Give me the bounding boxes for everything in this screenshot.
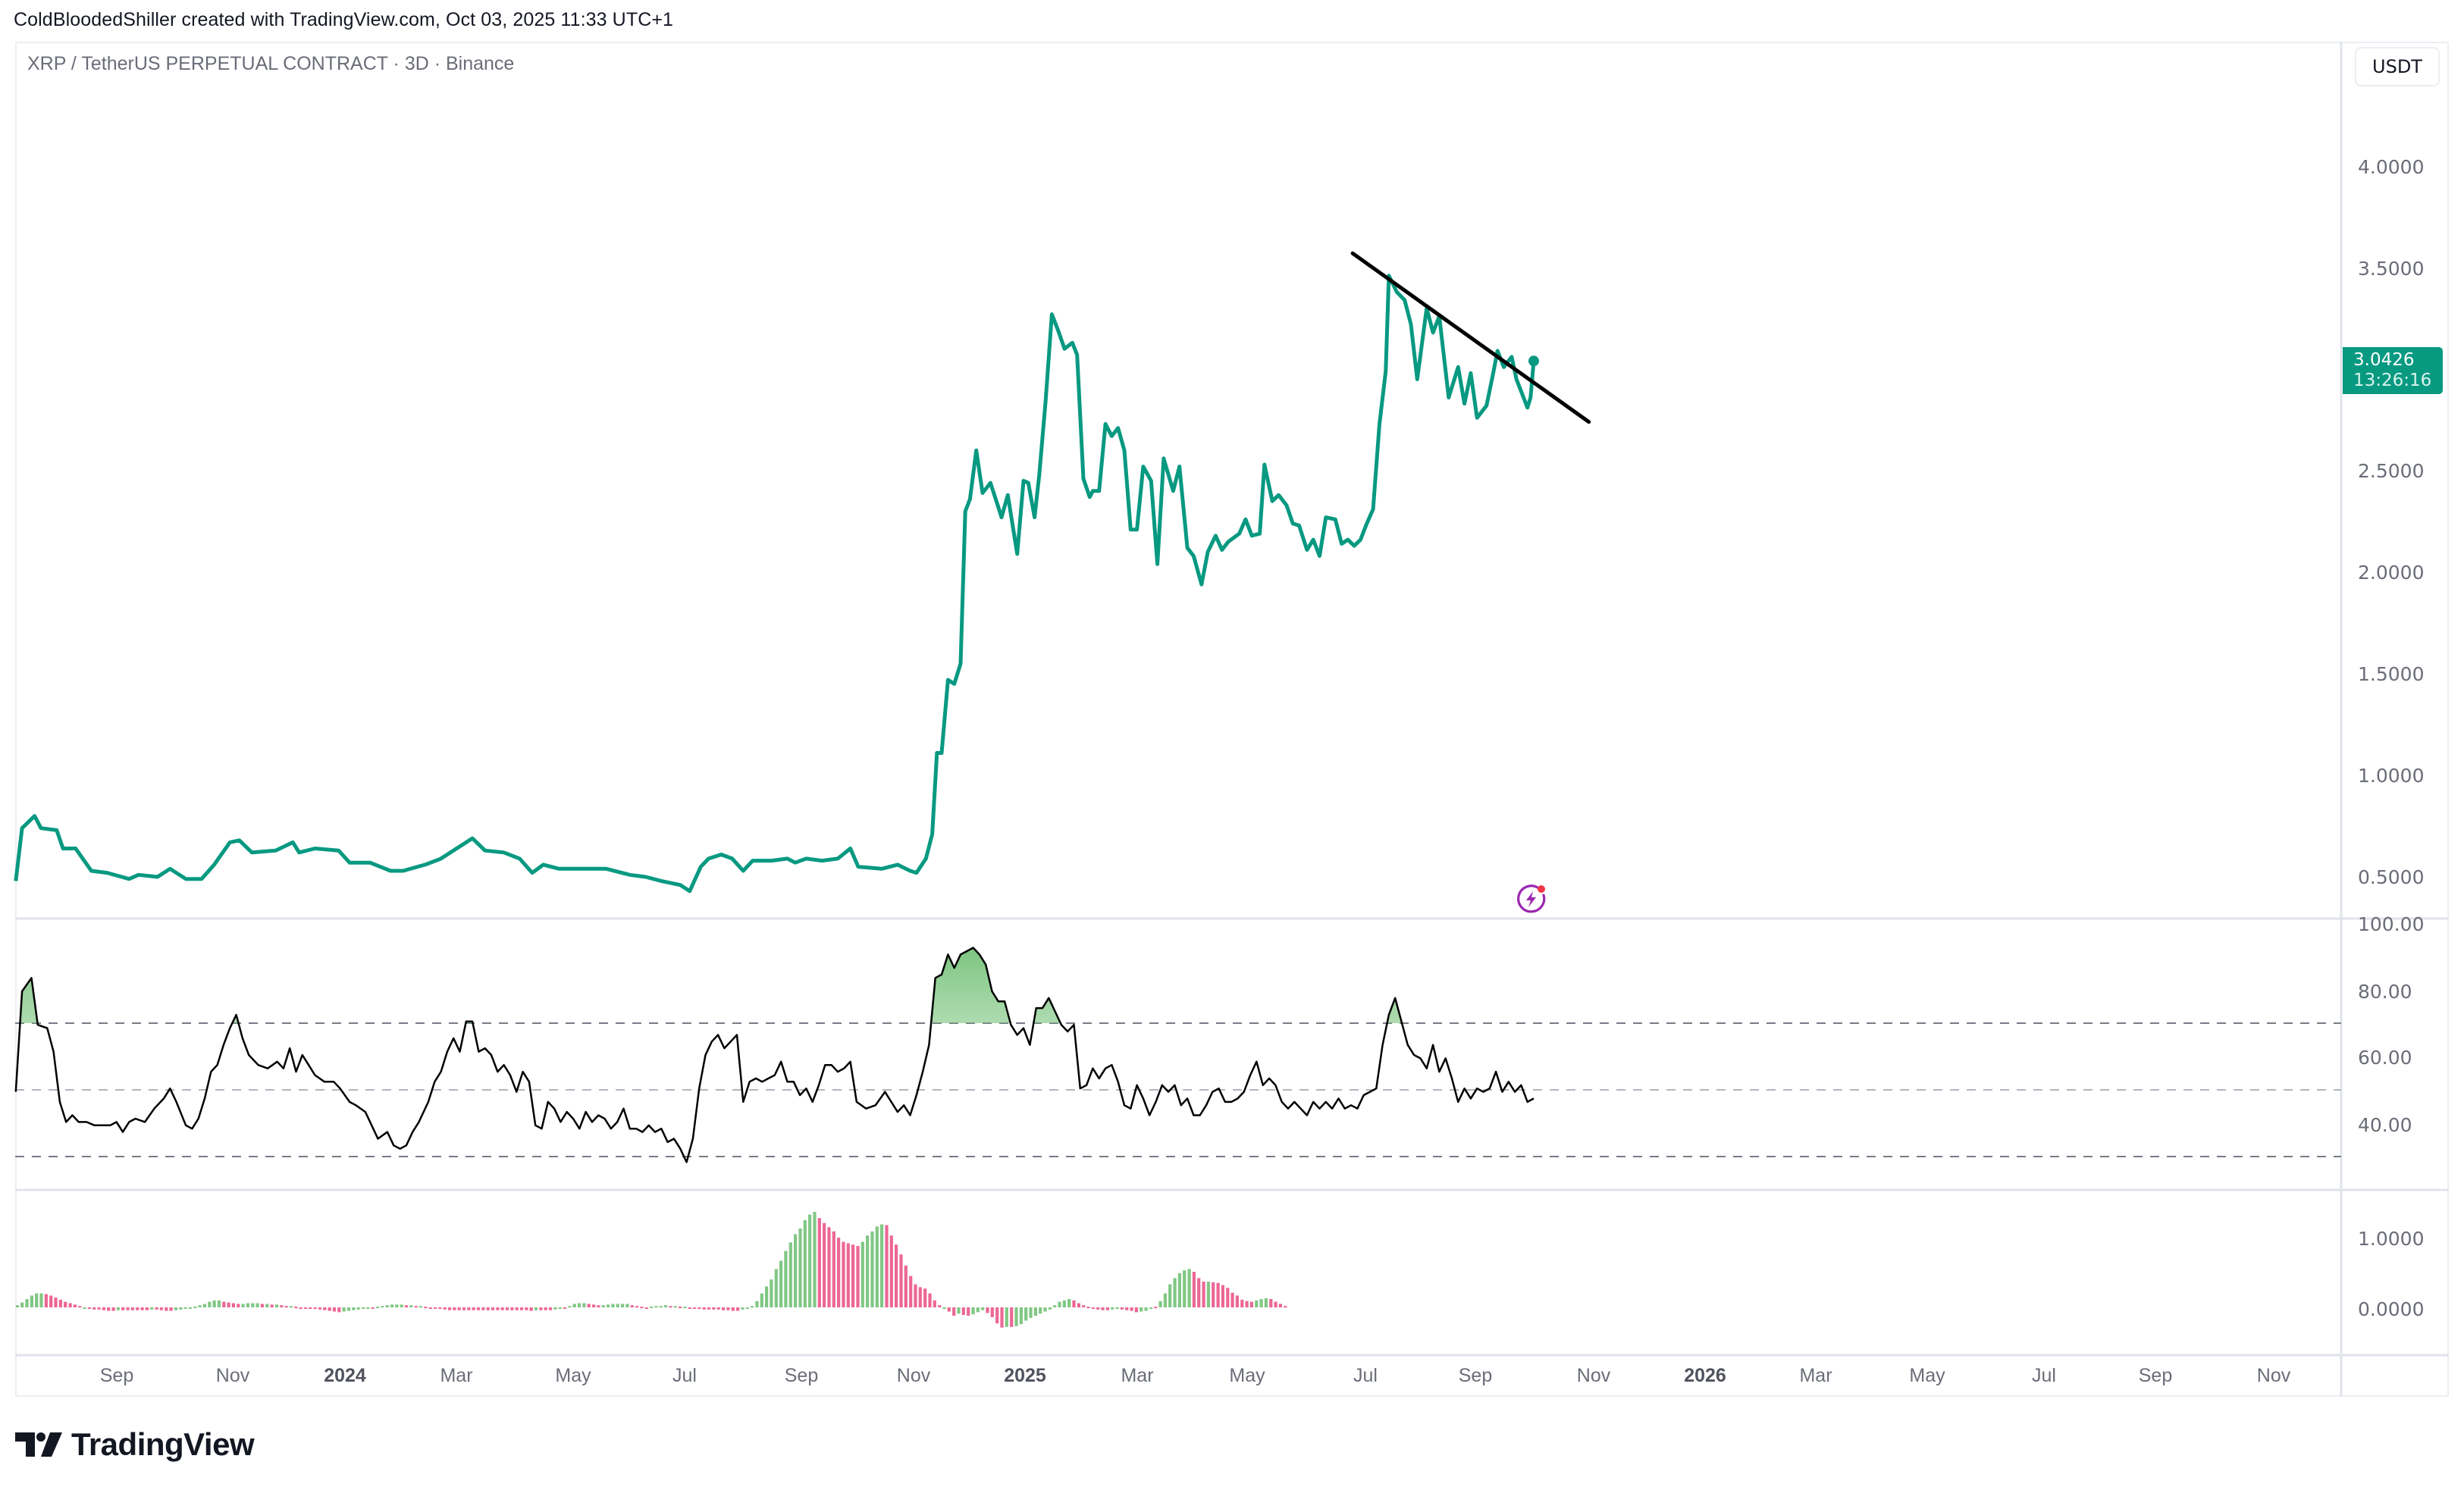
price-tick: 4.0000: [2358, 156, 2425, 178]
price-line: [14, 274, 1536, 894]
currency-selector[interactable]: USDT: [2355, 47, 2440, 86]
histogram-tick: 0.0000: [2358, 1298, 2425, 1320]
price-tick: 2.0000: [2358, 562, 2425, 584]
time-label: Nov: [215, 1365, 250, 1386]
rsi-tick: 60.00: [2358, 1047, 2412, 1069]
time-label-year: 2026: [1684, 1365, 1726, 1386]
descending-trendline[interactable]: [1350, 251, 1591, 424]
time-label: Sep: [784, 1365, 819, 1386]
time-label: Jul: [1353, 1365, 1378, 1386]
rsi-tick: 80.00: [2358, 981, 2412, 1003]
symbol-title[interactable]: XRP / TetherUS PERPETUAL CONTRACT · 3D ·…: [27, 53, 515, 74]
last-price-value: 3.0426: [2353, 350, 2415, 370]
chart-credit: ColdBloodedShiller created with TradingV…: [14, 9, 674, 30]
tradingview-logo-icon: [15, 1432, 62, 1457]
price-tick: 0.5000: [2358, 866, 2425, 888]
time-label: Mar: [1799, 1365, 1832, 1386]
rsi-tick: 100.00: [2358, 913, 2425, 935]
last-price-label: 3.0426 13:26:16: [2343, 347, 2443, 394]
time-label: Jul: [672, 1365, 697, 1386]
last-price-dot: [1528, 355, 1539, 367]
bar-countdown: 13:26:16: [2353, 371, 2432, 390]
time-label: Nov: [2256, 1365, 2291, 1386]
price-tick: 2.5000: [2358, 460, 2425, 482]
price-tick: 1.5000: [2358, 663, 2425, 685]
tradingview-logo-text: TradingView: [71, 1426, 255, 1462]
time-label-year: 2024: [324, 1365, 366, 1386]
tradingview-logo[interactable]: TradingView: [15, 1426, 255, 1463]
rsi-overbought-fill: [15, 947, 1534, 1023]
rsi-tick: 40.00: [2358, 1114, 2412, 1136]
time-label: Sep: [2138, 1365, 2173, 1386]
time-label: Nov: [1576, 1365, 1611, 1386]
time-label: May: [1909, 1365, 1945, 1386]
price-tick: 1.0000: [2358, 765, 2425, 787]
rsi-line: [14, 947, 1535, 1163]
time-label: Mar: [440, 1365, 473, 1386]
time-label-year: 2025: [1004, 1365, 1046, 1386]
chart-frame: [15, 42, 2449, 1397]
time-label: Sep: [99, 1365, 134, 1386]
histogram-bars: [15, 1212, 1287, 1328]
lightning-alert-icon[interactable]: [1515, 882, 1548, 916]
price-tick: 3.5000: [2358, 258, 2425, 280]
time-label: May: [1229, 1365, 1265, 1386]
time-label: May: [555, 1365, 591, 1386]
time-label: Mar: [1121, 1365, 1154, 1386]
time-label: Sep: [1458, 1365, 1493, 1386]
histogram-tick: 1.0000: [2358, 1228, 2425, 1250]
time-label: Jul: [2032, 1365, 2056, 1386]
time-label: Nov: [896, 1365, 931, 1386]
